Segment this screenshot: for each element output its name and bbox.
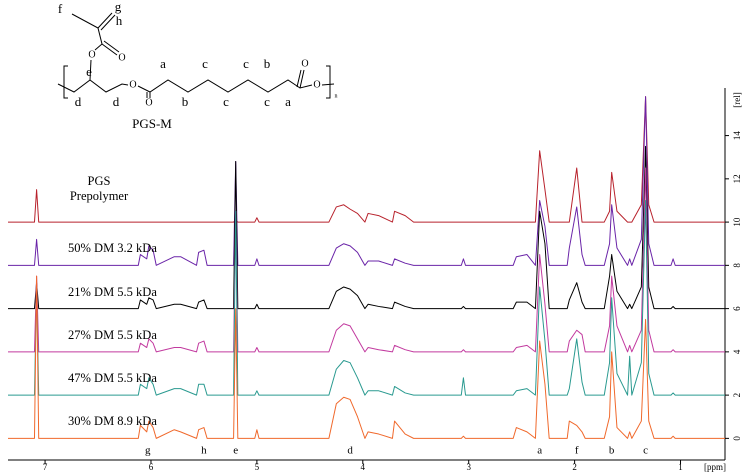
y-tick-label: 0: [732, 436, 742, 441]
structure-label: b: [182, 94, 189, 109]
x-tick-label: 4: [361, 462, 366, 472]
y-axis-label: [rel]: [732, 92, 742, 108]
structure-label: d: [113, 94, 120, 109]
y-tick-label: 12: [732, 174, 742, 183]
structure-label: g: [115, 0, 122, 14]
peak-annotation: f: [575, 445, 579, 457]
spectrum-line: [8, 167, 725, 353]
series-label: 50% DM 3.2 kDa: [68, 241, 157, 256]
structure-label: e: [86, 64, 92, 79]
atom-label: O: [145, 97, 152, 108]
spectrum-line: [8, 145, 725, 310]
structure-label: b: [264, 56, 271, 71]
structure-label: c: [202, 56, 208, 71]
backbone: [57, 79, 129, 93]
series-label: 30% DM 8.9 kDa: [68, 414, 157, 429]
y-tick-label: 2: [732, 393, 742, 398]
backbone: [137, 79, 313, 93]
atom-label: O: [301, 58, 308, 69]
peak-annotation: d: [347, 445, 353, 457]
atom-label: O: [129, 79, 136, 90]
spectrum-line: [8, 96, 725, 223]
peak-annotation: a: [537, 445, 542, 457]
structure-label: f: [58, 1, 63, 16]
series-label: PGS Prepolymer: [69, 174, 129, 204]
peak-annotation: e: [233, 445, 238, 457]
y-tick-label: 14: [732, 131, 742, 141]
structure-label: a: [160, 56, 166, 71]
series-label: 21% DM 5.5 kDa: [68, 284, 157, 299]
spectrum-line: [8, 275, 725, 439]
structure-label: c: [243, 56, 249, 71]
structure-bonds: [57, 12, 335, 99]
y-tick-label: 6: [732, 306, 742, 311]
structure-label: c: [223, 94, 229, 109]
bond: [103, 40, 120, 53]
bracket: [326, 65, 331, 99]
peak-annotation: b: [609, 445, 615, 457]
atom-label: O: [88, 49, 95, 60]
structure-label: d: [75, 94, 82, 109]
x-tick-label: 2: [572, 462, 577, 472]
bond: [100, 14, 116, 31]
spectrum-line: [8, 96, 725, 266]
series-label: 27% DM 5.5 kDa: [68, 327, 157, 342]
repeat-label: n: [335, 93, 338, 99]
y-tick-label: 8: [732, 263, 742, 268]
peak-annotation: c: [643, 445, 648, 457]
y-tick-label: 10: [732, 217, 742, 227]
peak-annotation: g: [145, 445, 151, 457]
x-tick-label: 5: [255, 462, 260, 472]
y-tick-label: 4: [732, 349, 742, 354]
structure-label: a: [285, 94, 291, 109]
bracket: [63, 65, 68, 99]
bond: [296, 69, 302, 88]
bond: [71, 13, 103, 51]
structure-name: PGS-M: [132, 116, 172, 131]
x-tick-label: 3: [466, 462, 471, 472]
peak-annotation: h: [201, 445, 207, 457]
atom-label: O: [118, 52, 125, 63]
structure-label: h: [116, 13, 123, 28]
bond: [97, 12, 113, 29]
x-tick-label: 7: [43, 462, 48, 472]
x-tick-label: 6: [149, 462, 154, 472]
series-label: 47% DM 5.5 kDa: [68, 371, 157, 386]
spectrum-line: [8, 199, 725, 396]
bond: [321, 83, 335, 86]
bond: [89, 59, 92, 81]
x-tick-label: 1: [678, 462, 683, 472]
bond: [299, 69, 305, 89]
x-axis-label: [ppm]: [704, 462, 726, 472]
bond: [101, 43, 118, 56]
structure-label: c: [264, 94, 270, 109]
atom-label: O: [313, 79, 320, 90]
